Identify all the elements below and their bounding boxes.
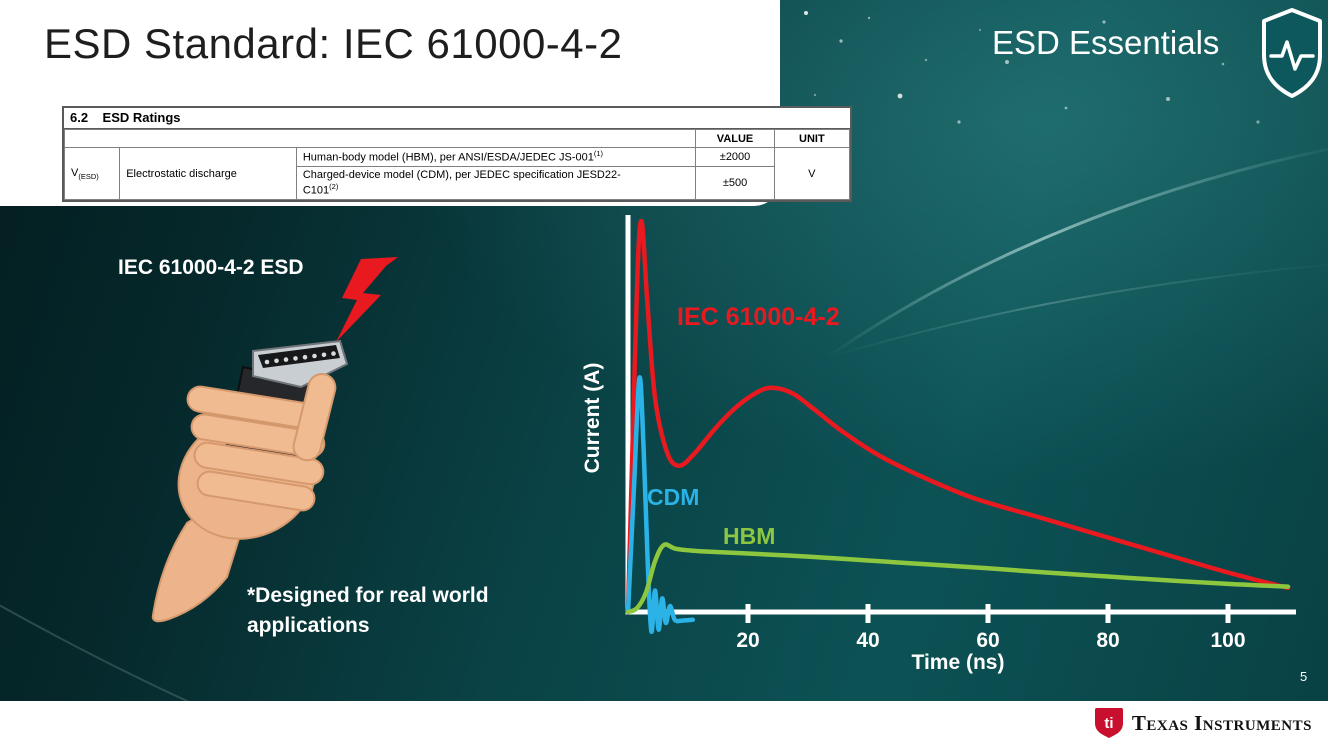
iec-esd-label: IEC 61000-4-2 ESD (118, 256, 304, 279)
connector-pins (264, 351, 336, 365)
esd-ratings-table: 6.2 ESD Ratings VALUE UNIT V(ESD) Electr… (62, 106, 852, 203)
table-section-title: 6.2 ESD Ratings (64, 108, 850, 129)
param-name-cell: Electrostatic discharge (119, 146, 297, 201)
header-empty-cell (63, 129, 697, 148)
hdmi-connector-face (258, 345, 340, 368)
brand-title: ESD Essentials (992, 24, 1220, 61)
x-tick-label: 100 (1210, 629, 1245, 652)
x-tick-label: 40 (856, 629, 879, 652)
pulse-line-icon (1269, 40, 1315, 71)
column-header-value: VALUE (695, 129, 775, 148)
value-cell-cdm: ±500 (695, 165, 775, 201)
chart-plot: 20 40 60 80 100 (625, 215, 1296, 652)
model-cell-cdm: Charged-device model (CDM), per JEDEC sp… (295, 165, 697, 201)
y-axis-label: Current (A) (581, 362, 604, 474)
ti-logo-text: Texas Instruments (1131, 710, 1312, 735)
x-tick-label: 20 (736, 629, 759, 652)
note-text: *Designed for real world applications (247, 581, 489, 642)
note-line-1: *Designed for real world (247, 584, 489, 607)
page-number: 5 (1300, 669, 1308, 684)
x-tick-label: 80 (1096, 629, 1119, 652)
page-title: ESD Standard: IEC 61000-4-2 (44, 20, 623, 67)
curve-label-hbm: HBM (723, 523, 776, 549)
note-line-2: applications (247, 614, 370, 638)
model-cell-hbm: Human-body model (HBM), per ANSI/ESDA/JE… (295, 147, 697, 167)
current-vs-time-chart: 20 40 60 80 100 Current (A) Time (ns) IEC 61… (555, 205, 1328, 695)
footer-bar: ti Texas Instruments (0, 701, 1328, 746)
fingers (186, 373, 337, 512)
hand-hdmi-illustration (151, 257, 398, 623)
table-row: Charged-device model (CDM), per JEDEC sp… (65, 165, 850, 201)
model-text-hbm: Human-body model (HBM), per ANSI/ESDA/JE… (302, 151, 594, 164)
param-symbol: V (71, 166, 79, 179)
x-tick-label: 60 (976, 629, 999, 652)
table-row: V(ESD) Electrostatic discharge Human-bod… (63, 146, 851, 201)
thumb (292, 373, 337, 462)
lightning-bolt-icon (336, 257, 398, 342)
x-axis-label: Time (ns) (911, 651, 1005, 674)
unit-cell: V (773, 146, 851, 201)
ratings-grid: VALUE UNIT V(ESD) Electrostatic discharg… (63, 129, 851, 201)
param-symbol-sub: (ESD) (78, 171, 99, 181)
curve-label-cdm: CDM (647, 484, 700, 510)
model-footnote-cdm: (2) (329, 182, 339, 192)
curve-HBM (625, 542, 1291, 615)
value-cell-hbm: ±2000 (695, 147, 775, 167)
model-text-cdm-line2: C101 (302, 184, 330, 197)
model-footnote-hbm: (1) (593, 149, 604, 158)
curve-IEC 61000-4-2 (625, 218, 1291, 615)
model-text-cdm: Charged-device model (CDM), per JEDEC sp… (302, 168, 621, 181)
column-header-unit: UNIT (773, 129, 851, 148)
shield-pulse-icon (1262, 8, 1322, 98)
ti-bug-text: ti (1104, 715, 1113, 732)
ti-logo-bug-icon: ti (1094, 708, 1123, 738)
curve-CDM (625, 375, 696, 634)
ti-logo: ti Texas Instruments (1094, 707, 1312, 739)
curve-label-iec: IEC 61000-4-2 (677, 303, 840, 331)
param-symbol-cell: V(ESD) (63, 146, 121, 201)
